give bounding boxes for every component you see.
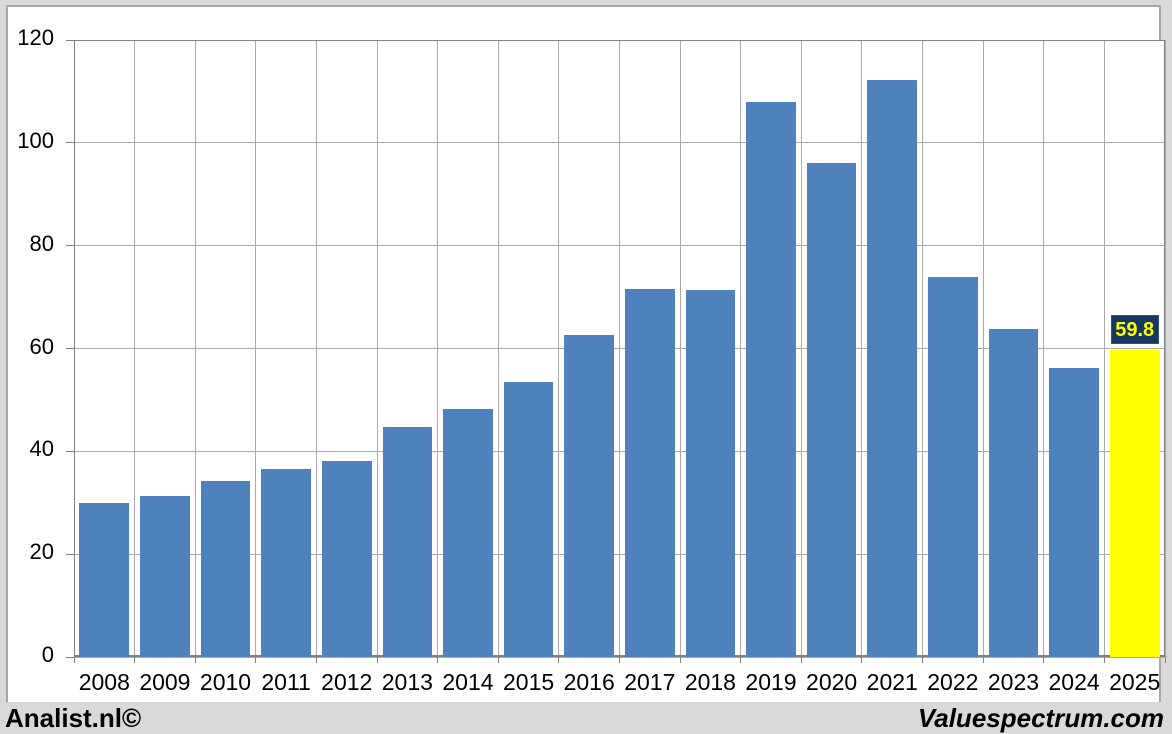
bar-2013 [382, 427, 433, 657]
gridline-x-3 [255, 40, 257, 657]
y-tick-mark-100 [66, 142, 74, 144]
gridline-x-14 [922, 40, 924, 657]
x-tick-mark-7 [497, 657, 499, 663]
gridline-x-17 [1103, 40, 1105, 657]
x-tick-mark-13 [861, 657, 863, 663]
y-tick-mark-0 [66, 656, 74, 658]
x-tick-mark-9 [619, 657, 620, 663]
y-axis-label-120: 120 [17, 25, 54, 50]
x-axis-label-2018: 2018 [684, 669, 736, 695]
bar-2017 [624, 289, 675, 657]
x-axis-label-2011: 2011 [261, 669, 311, 695]
x-tick-mark-6 [437, 657, 439, 663]
x-tick-mark-18 [1164, 657, 1166, 663]
bar-2019 [746, 101, 796, 657]
x-axis-label-2023: 2023 [987, 669, 1040, 695]
x-tick-mark-4 [315, 657, 317, 663]
bar-2016 [564, 334, 615, 657]
y-tick-mark-20 [66, 553, 74, 555]
y-axis-label-100: 100 [17, 127, 54, 153]
x-axis-label-2024: 2024 [1048, 669, 1100, 695]
bar-2012 [321, 460, 372, 657]
gridline-x-6 [437, 40, 439, 657]
gridline-x-10 [679, 40, 681, 657]
x-tick-mark-17 [1103, 657, 1105, 663]
y-tick-mark-60 [66, 348, 74, 349]
axis-line-top [74, 40, 1165, 41]
axis-line-left [74, 40, 75, 657]
x-tick-mark-2 [194, 657, 196, 663]
gridline-x-11 [740, 40, 742, 657]
gridline-x-5 [376, 40, 378, 657]
x-axis-label-2010: 2010 [199, 669, 252, 695]
bar-2009 [140, 496, 190, 657]
x-tick-mark-14 [922, 657, 924, 663]
y-axis-label-0: 0 [41, 642, 54, 667]
chart-canvas: 0 20 40 60 80 100 120 2008 2009 2010 2011 2012 2013 2… [6, 5, 1166, 704]
footer-left-brand: Analist.nl© [5, 703, 142, 733]
x-axis-label-2025: 2025 [1109, 669, 1161, 695]
gridline-x-7 [497, 40, 499, 657]
x-axis-label-2017: 2017 [624, 669, 676, 695]
bar-2011 [261, 469, 311, 657]
x-tick-mark-12 [800, 657, 802, 663]
bar-2021 [867, 80, 918, 657]
x-axis-label-2012: 2012 [321, 669, 373, 695]
x-axis-label-2014: 2014 [442, 669, 494, 695]
x-axis-label-2021: 2021 [866, 669, 918, 695]
value-callout: 59.8 [1110, 314, 1159, 344]
y-axis-label-40: 40 [29, 436, 54, 462]
footer-right-brand: Valuespectrum.com [917, 703, 1164, 733]
bar-2022 [928, 276, 978, 657]
gridline-x-13 [861, 40, 863, 657]
gridline-x-4 [315, 40, 317, 657]
x-axis-label-2019: 2019 [745, 669, 797, 695]
axis-line-right [1164, 40, 1165, 657]
x-tick-mark-1 [134, 657, 136, 663]
x-axis-label-2022: 2022 [927, 669, 979, 695]
x-tick-mark-3 [255, 657, 257, 663]
bar-2020 [806, 163, 857, 657]
bar-2008 [79, 502, 130, 657]
y-tick-mark-40 [66, 450, 74, 452]
x-axis-label-2020: 2020 [806, 669, 858, 695]
x-tick-mark-15 [982, 657, 984, 663]
x-axis-label-2015: 2015 [502, 669, 555, 695]
plot-area [73, 39, 1166, 658]
x-tick-mark-11 [740, 657, 742, 663]
bar-2018 [685, 290, 736, 657]
x-axis-label-2008: 2008 [78, 669, 130, 695]
bar-2010 [200, 481, 251, 657]
gridline-x-2 [194, 40, 196, 657]
x-axis-label-2016: 2016 [563, 669, 615, 695]
x-axis-label-2013: 2013 [381, 669, 433, 695]
gridline-x-16 [1043, 40, 1045, 657]
y-axis-label-80: 80 [29, 230, 54, 256]
gridline-x-12 [800, 40, 802, 657]
bar-2015 [503, 382, 554, 657]
x-tick-mark-5 [376, 657, 378, 663]
gridline-x-15 [982, 40, 984, 657]
axis-line-bottom [74, 655, 1165, 657]
gridline-x-1 [134, 40, 136, 657]
footer-bar: Analist.nl© Valuespectrum.com [0, 702, 1172, 734]
x-tick-mark-0 [73, 657, 75, 663]
y-axis-label-20: 20 [29, 539, 54, 565]
gridline-x-8 [558, 40, 560, 657]
x-tick-mark-16 [1043, 657, 1045, 663]
bar-2025 [1109, 349, 1160, 657]
y-tick-mark-80 [66, 245, 74, 247]
gridline-x-9 [619, 40, 620, 657]
x-tick-mark-8 [558, 657, 560, 663]
x-tick-mark-10 [679, 657, 681, 663]
bar-2023 [988, 328, 1039, 657]
gridline-x-18 [1164, 40, 1166, 657]
y-tick-mark-120 [66, 39, 74, 41]
y-axis-label-60: 60 [29, 333, 54, 359]
bar-2024 [1049, 368, 1099, 657]
bar-2014 [443, 408, 493, 657]
x-axis-label-2009: 2009 [139, 669, 191, 695]
